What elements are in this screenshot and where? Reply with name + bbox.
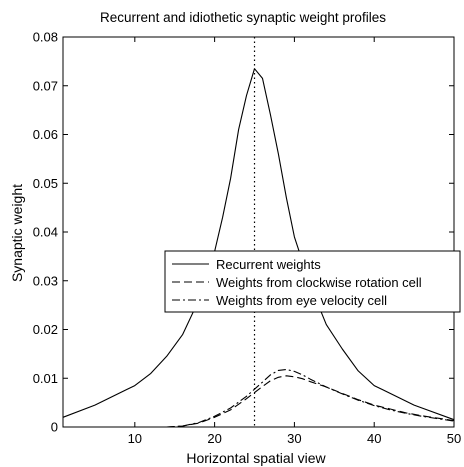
x-tick-label: 10 <box>128 431 142 446</box>
x-tick-label: 50 <box>447 431 461 446</box>
x-tick-label: 20 <box>207 431 221 446</box>
legend-label-clockwise: Weights from clockwise rotation cell <box>216 275 422 290</box>
series-line-eye-velocity <box>166 368 455 428</box>
y-tick-label: 0 <box>51 420 58 435</box>
chart-title: Recurrent and idiothetic synaptic weight… <box>100 10 386 25</box>
y-axis-label: Synaptic weight <box>9 184 25 282</box>
y-tick-label: 0.03 <box>33 273 58 288</box>
legend-label-eye-velocity: Weights from eye velocity cell <box>216 293 387 308</box>
y-tick-label: 0.04 <box>33 225 58 240</box>
x-tick-label: 30 <box>287 431 301 446</box>
y-tick-label: 0.07 <box>33 78 58 93</box>
axis-ticks: 10 20 30 40 50 0 0.01 0.02 0.03 0.04 0.05 0.06 0.07 0… <box>33 30 462 447</box>
series-line-clockwise <box>166 375 455 428</box>
y-tick-label: 0.06 <box>33 127 58 142</box>
y-tick-label: 0.01 <box>33 371 58 386</box>
plot-area <box>62 37 455 428</box>
legend-label-recurrent: Recurrent weights <box>216 257 321 272</box>
series-line-recurrent <box>62 68 455 421</box>
x-axis-label: Horizontal spatial view <box>186 450 326 466</box>
x-tick-label: 40 <box>367 431 381 446</box>
legend: Recurrent weights Weights from clockwise… <box>164 250 461 313</box>
legend-box <box>164 250 461 313</box>
y-tick-label: 0.05 <box>33 176 58 191</box>
y-tick-label: 0.02 <box>33 322 58 337</box>
plot-frame <box>62 36 455 428</box>
y-tick-label: 0.08 <box>33 30 58 45</box>
